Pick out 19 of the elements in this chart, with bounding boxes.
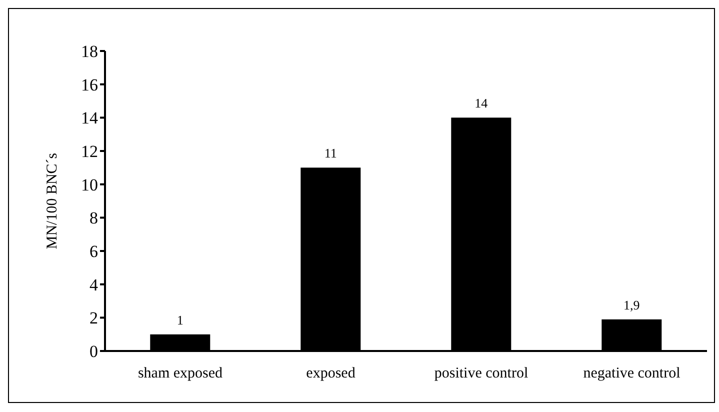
x-tick-label: positive control [434,366,528,382]
y-axis-title: MN/100 BNC´s [44,152,60,250]
x-tick-label: sham exposed [138,366,224,382]
x-tick-label: exposed [306,366,356,382]
y-tick-label: 16 [81,75,98,94]
data-label: 14 [474,96,488,111]
y-tick-label: 0 [90,342,98,362]
data-label: 1 [176,312,184,328]
y-tick-label: 12 [81,142,98,162]
y-tick-label: 8 [90,208,98,228]
data-label: 1,9 [624,297,640,312]
y-tick-label: 14 [81,108,98,128]
y-tick-label: 4 [90,275,98,294]
y-tick-label: 6 [90,242,98,262]
x-tick-label: negative control [583,366,680,382]
y-tick-label: 2 [90,308,98,328]
y-tick-label: 18 [81,42,98,62]
y-tick-label: 10 [81,175,98,194]
data-label: 11 [324,146,337,161]
